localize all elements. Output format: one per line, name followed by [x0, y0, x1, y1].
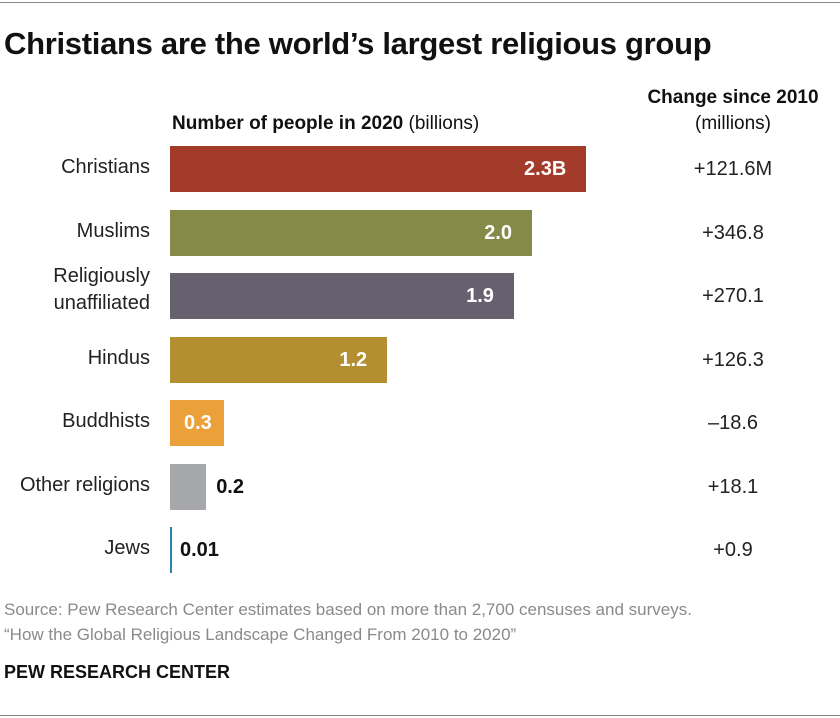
bar	[170, 463, 207, 510]
value-label: 0.01	[180, 539, 219, 561]
change-label: +126.3	[702, 348, 764, 371]
change-label: +18.1	[707, 475, 759, 498]
value-column-header: Number of people in 2020 (billions)	[172, 113, 479, 135]
bottom-rule	[0, 715, 840, 716]
change-unit: (millions)	[695, 113, 771, 134]
change-label: –18.6	[707, 412, 759, 434]
change-label: +346.8	[702, 221, 764, 244]
source-line-2: “How the Global Religious Landscape Chan…	[4, 625, 517, 644]
bar	[170, 273, 514, 319]
category-label: Buddhists	[62, 410, 150, 432]
value-label: 1.9	[466, 285, 494, 307]
category-label: Muslims	[76, 219, 150, 242]
category-label: Hindus	[87, 346, 150, 369]
brand-logo-text: PEW RESEARCH CENTER	[4, 662, 231, 682]
chart-title: Christians are the world’s largest relig…	[4, 26, 712, 61]
change-column-header: Change since 2010 (millions)	[628, 85, 838, 137]
value-label: 0.2	[216, 475, 244, 498]
bar	[170, 146, 587, 192]
category-label: Jews	[104, 537, 150, 559]
bar	[170, 400, 225, 446]
category-label: Christians	[61, 156, 150, 178]
bar	[170, 527, 172, 573]
top-rule	[0, 2, 840, 3]
subtitle-unit: (billions)	[408, 113, 480, 134]
category-label: Other religions	[19, 473, 150, 496]
change-label: +270.1	[702, 285, 764, 307]
value-label: 2.3B	[524, 158, 567, 180]
value-label: 1.2	[339, 348, 368, 371]
change-label: +121.6M	[693, 158, 773, 180]
value-label: 0.3	[184, 412, 212, 434]
source-line-1: Source: Pew Research Center estimates ba…	[4, 600, 692, 619]
change-label: +0.9	[713, 539, 753, 561]
subtitle-bold: Number of people in 2020	[172, 113, 404, 134]
bar	[170, 209, 532, 256]
value-label: 2.0	[484, 221, 512, 244]
category-label: Religiously unaffiliated	[53, 265, 150, 314]
source-note: Source: Pew Research Center estimates ba…	[4, 597, 692, 647]
bar	[170, 336, 388, 383]
change-header: Change since 2010	[647, 87, 819, 108]
